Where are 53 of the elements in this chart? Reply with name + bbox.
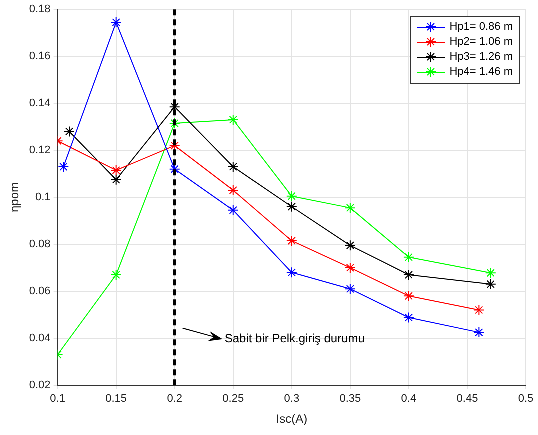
y-tick-label: 0.02 — [29, 379, 51, 392]
y-tick-label: 0.12 — [29, 144, 51, 157]
point — [474, 304, 485, 316]
point — [403, 270, 414, 281]
x-tick-label: 0.35 — [340, 393, 362, 406]
x-tick-label: 0.25 — [222, 393, 244, 406]
y-tick-label: 0.08 — [29, 238, 51, 251]
x-tick-label: 0.3 — [284, 393, 300, 406]
point — [403, 312, 414, 324]
annotation: Sabit bir Pelk.giriş durumu — [224, 332, 365, 346]
y-tick-label: 0.1 — [36, 192, 51, 204]
point — [110, 164, 122, 176]
x-tick-label: 0.4 — [401, 393, 417, 406]
x-tick-label: 0.1 — [50, 393, 66, 406]
point — [110, 174, 122, 186]
point — [228, 204, 239, 216]
y-tick-label: 0.16 — [29, 50, 51, 63]
point — [403, 290, 414, 302]
x-tick-label: 0.15 — [106, 393, 128, 406]
point — [474, 327, 485, 338]
y-axis-title: ηpom — [8, 182, 22, 213]
point — [110, 270, 122, 281]
x-tick-label: 0.5 — [518, 393, 534, 406]
point — [110, 17, 122, 28]
point — [58, 161, 70, 172]
point — [344, 284, 356, 295]
point — [485, 268, 496, 279]
point — [228, 114, 239, 126]
y-tick-label: 0.04 — [29, 332, 51, 344]
point — [169, 164, 180, 175]
point — [344, 202, 356, 214]
y-tick-label: 0.14 — [29, 98, 51, 110]
point — [169, 118, 180, 130]
point — [286, 190, 298, 202]
point — [228, 184, 239, 196]
point — [64, 126, 76, 138]
x-tick-label: 0.2 — [167, 393, 183, 406]
y-tick-label: 0.18 — [29, 4, 51, 16]
point — [286, 235, 298, 246]
point — [344, 240, 356, 252]
point — [485, 278, 496, 290]
legend-label: Hp3= 1.26 m — [450, 51, 513, 64]
x-tick-label: 0.45 — [456, 393, 478, 406]
point — [228, 161, 239, 172]
point — [403, 252, 414, 263]
point — [286, 267, 298, 278]
y-tick-label: 0.06 — [29, 285, 51, 298]
legend-label: Hp1= 0.86 m — [450, 21, 513, 34]
point — [286, 201, 298, 212]
legend-label: Hp4= 1.46 m — [450, 66, 513, 78]
x-axis-title: Isc(A) — [276, 412, 308, 426]
legend-label: Hp2= 1.06 m — [450, 36, 513, 48]
point — [344, 262, 356, 274]
